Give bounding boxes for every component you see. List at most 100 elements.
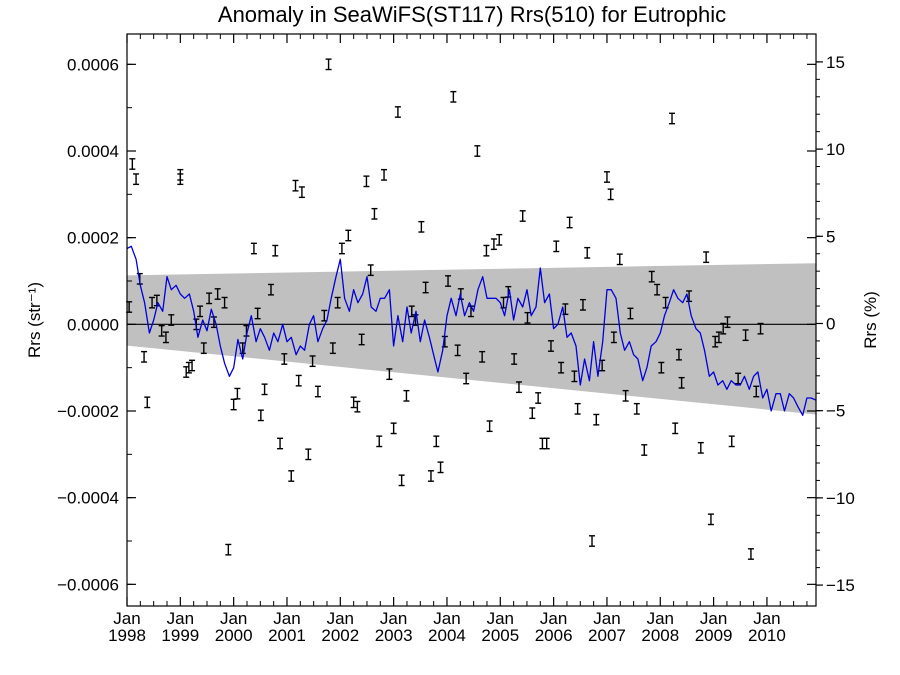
- error-bar-point: [386, 368, 393, 381]
- error-bar-point: [571, 370, 578, 383]
- error-bar-point: [158, 324, 165, 337]
- error-bar-point: [144, 396, 151, 409]
- error-bar-point: [712, 335, 719, 348]
- y-tick-label-left: 0.0004: [67, 142, 119, 161]
- x-tick-label-month: Jan: [273, 609, 300, 628]
- error-bar-point: [496, 233, 503, 246]
- anomaly-series-line: [126, 245, 817, 416]
- error-bar-point: [483, 244, 490, 257]
- x-axis: Jan1998Jan1999Jan2000Jan2001Jan2002Jan20…: [108, 34, 808, 645]
- error-bar-point: [350, 396, 357, 409]
- error-bar-point: [641, 444, 648, 456]
- x-tick-label-month: Jan: [220, 609, 247, 628]
- error-bar-point: [305, 448, 312, 461]
- y-tick-label-left: −0.0002: [57, 402, 119, 421]
- x-tick-label-month: Jan: [753, 609, 780, 628]
- x-tick-label-year: 2008: [641, 626, 679, 645]
- y-tick-label-right: 15: [826, 53, 845, 72]
- error-bar-point: [474, 145, 481, 157]
- error-bar-point: [454, 344, 461, 357]
- error-bar-point: [250, 242, 257, 255]
- error-bar-point: [672, 422, 679, 435]
- error-bar-point: [257, 409, 264, 422]
- error-bar-point: [408, 305, 415, 318]
- error-bar-point: [298, 186, 305, 199]
- error-bar-point: [221, 296, 228, 309]
- error-bar-point: [272, 244, 279, 257]
- error-bar-point: [354, 400, 361, 413]
- error-bar-point: [277, 437, 284, 450]
- error-bar-point: [295, 374, 302, 387]
- error-bar-point: [753, 385, 760, 398]
- x-tick-label-year: 2006: [535, 626, 573, 645]
- x-tick-label-year: 1999: [161, 626, 199, 645]
- error-bar-point: [654, 283, 661, 296]
- y-axis-left: 0.0006 0.0004 0.0002 0.0000 −0.0002 −0.0004 −0…: [57, 55, 816, 594]
- error-bar-point: [129, 158, 136, 170]
- error-bar-point: [197, 305, 204, 318]
- error-bar-point: [329, 342, 336, 355]
- error-bar-point: [281, 353, 288, 365]
- x-tick-label-year: 2002: [321, 626, 359, 645]
- error-bar-point: [511, 353, 518, 365]
- y-tick-label-right: 5: [826, 227, 835, 246]
- error-bar-point: [558, 361, 565, 374]
- y-tick-label-left: −0.0006: [57, 575, 119, 594]
- error-bar-point: [367, 264, 374, 277]
- x-tick-label-month: Jan: [540, 609, 567, 628]
- y-tick-label-left: 0.0002: [67, 229, 119, 248]
- error-bar-point: [214, 288, 221, 300]
- error-bar-point: [648, 270, 655, 283]
- confidence-band-area: [127, 263, 816, 415]
- x-tick-label-year: 2005: [481, 626, 519, 645]
- error-bar-point: [141, 350, 148, 363]
- y-tick-label-right: −15: [826, 576, 855, 595]
- x-tick-label-month: Jan: [327, 609, 354, 628]
- smoothed-anomaly-line: [126, 245, 817, 416]
- error-bar-point: [292, 179, 299, 192]
- x-tick-label-year: 1998: [108, 626, 146, 645]
- x-tick-label-month: Jan: [647, 609, 674, 628]
- x-tick-label-month: Jan: [433, 609, 460, 628]
- error-bar-point: [363, 175, 370, 188]
- error-bar-point: [422, 281, 429, 294]
- chart-title: Anomaly in SeaWiFS(ST117) Rrs(510) for E…: [218, 2, 726, 27]
- error-bar-point: [418, 220, 425, 233]
- error-bar-point: [427, 470, 434, 482]
- error-bar-point: [703, 251, 710, 264]
- error-bar-point: [261, 383, 268, 396]
- error-bar-point: [168, 314, 175, 326]
- y-tick-label-right: −10: [826, 489, 855, 508]
- error-bar-point: [230, 398, 237, 411]
- y-tick-label-right: −5: [826, 402, 845, 421]
- x-tick-label-year: 2004: [428, 626, 466, 645]
- error-bar-point: [603, 171, 610, 183]
- error-bar-point: [742, 329, 749, 342]
- error-bar-point: [162, 331, 169, 344]
- error-bar-point: [675, 348, 682, 361]
- error-bar-point: [584, 246, 591, 259]
- plot-frame: [126, 33, 817, 607]
- x-tick-label-year: 2009: [695, 626, 733, 645]
- error-bar-point: [345, 229, 352, 242]
- error-bar-point: [403, 389, 410, 402]
- error-bar-point: [616, 253, 623, 266]
- y-tick-label-right: 0: [826, 314, 835, 333]
- error-bar-point: [728, 435, 735, 448]
- error-bar-point: [185, 361, 192, 374]
- error-bar-point: [519, 210, 526, 222]
- error-bar-point: [450, 90, 457, 103]
- error-bar-point: [437, 461, 444, 474]
- error-bar-point: [376, 435, 383, 448]
- error-bar-point: [757, 322, 764, 335]
- error-bar-point: [566, 216, 573, 229]
- error-bar-point: [707, 513, 714, 526]
- x-tick-label-year: 2010: [748, 626, 786, 645]
- x-tick-label-month: Jan: [167, 609, 194, 628]
- error-bar-point: [547, 340, 554, 352]
- x-tick-label-month: Jan: [593, 609, 620, 628]
- error-bar-point: [539, 437, 546, 450]
- error-bar-point: [622, 389, 629, 402]
- error-bar-point: [177, 168, 184, 181]
